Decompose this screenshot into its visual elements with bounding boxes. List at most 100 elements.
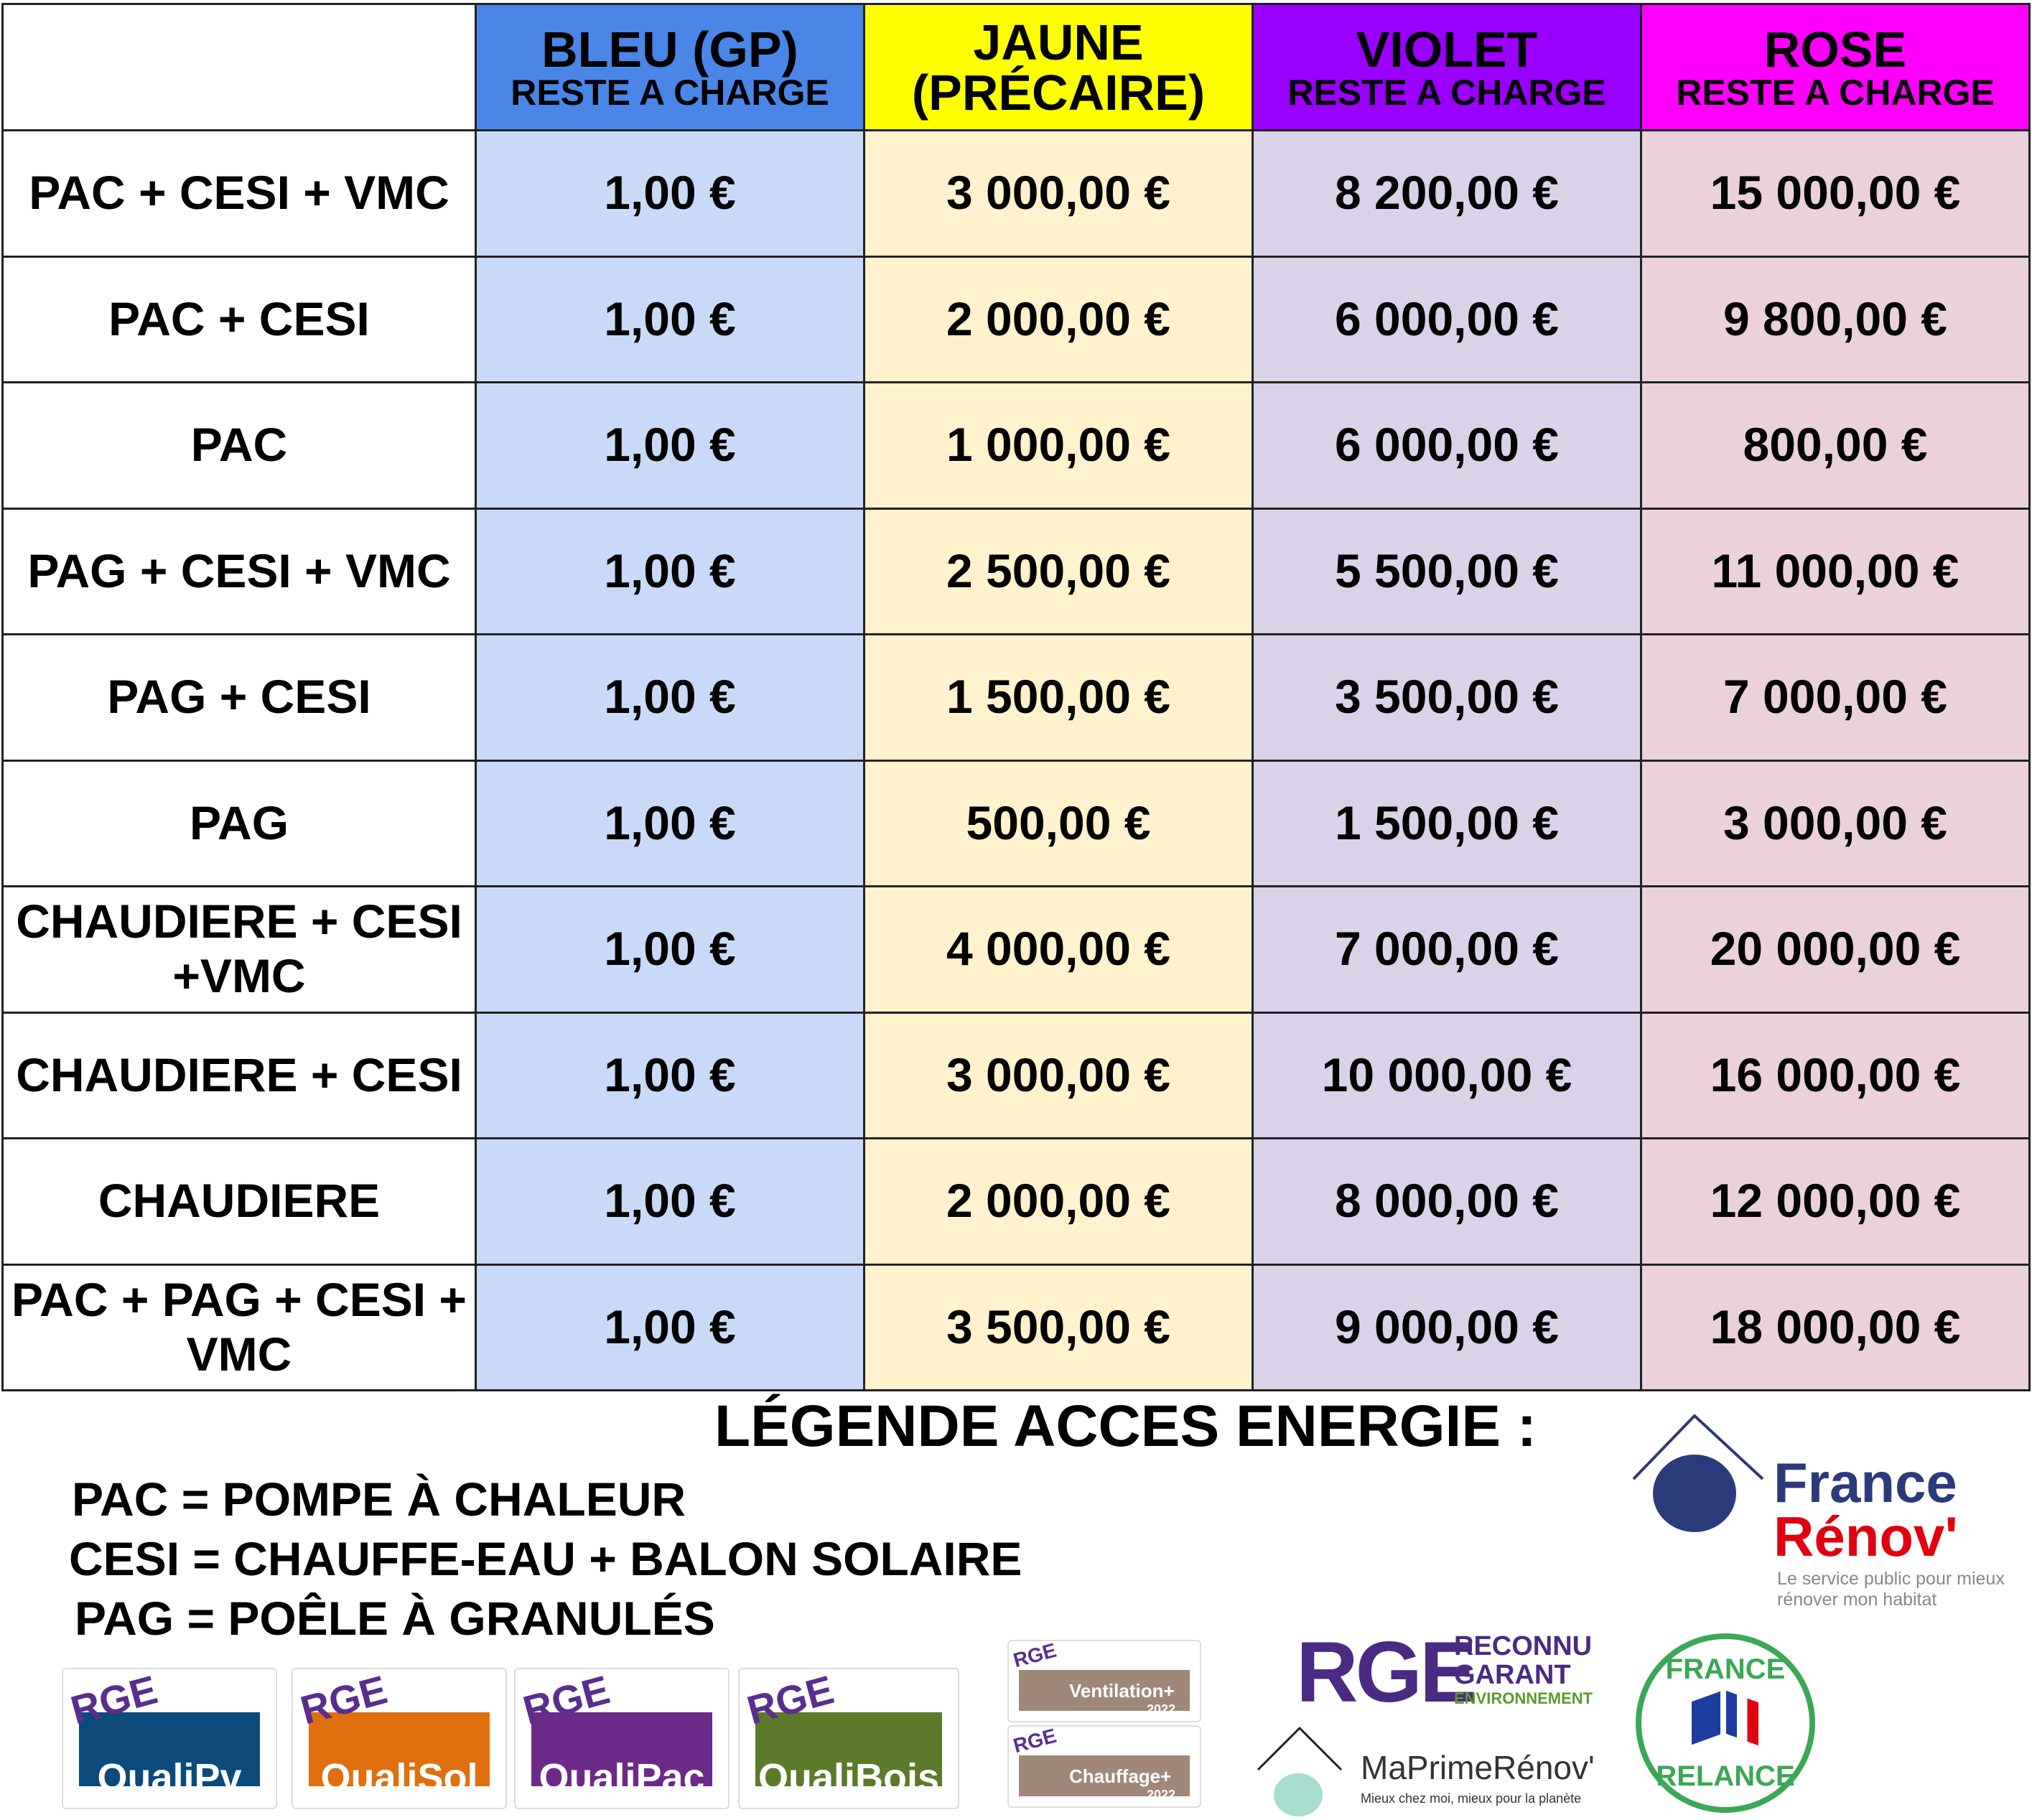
legend-pac: PAC = POMPE À CHALEUR	[72, 1473, 686, 1526]
price-cell: 800,00 €	[1640, 381, 2031, 510]
quali-badge: QualiBois 2022	[755, 1712, 942, 1808]
header-subtitle: RESTE A CHARGE	[1676, 72, 1995, 113]
rge-garant-logo: RGE RECONNU GARANT ENVIRONNEMENT	[1296, 1624, 1598, 1720]
legend-pag: PAG = POÊLE À GRANULÉS	[75, 1592, 715, 1645]
price-cell: 7 000,00 €	[1252, 885, 1642, 1014]
quali-name: QualiPv	[97, 1756, 242, 1799]
table-row: CHAUDIERE + CESI 1,00 €3 000,00 €10 000,0…	[1, 1011, 2031, 1139]
price-cell: 3 000,00 €	[1640, 759, 2031, 887]
price-cell: 2 000,00 €	[863, 1137, 1254, 1266]
price-cell: 15 000,00 €	[1640, 129, 2031, 258]
price-table: BLEU (GP) RESTE A CHARGE JAUNE (PRÉCAIRE) …	[1, 3, 2031, 1391]
quali-year: 2022	[531, 1807, 712, 1808]
price-cell: 11 000,00 €	[1640, 507, 2031, 635]
legend-title: LÉGENDE ACCES ENERGIE :	[714, 1394, 1537, 1459]
header-empty	[1, 3, 477, 131]
row-label: CHAUDIERE	[1, 1137, 477, 1266]
table-row: PAC + PAG + CESI + VMC 1,00 €3 500,00 €9 …	[1, 1263, 2031, 1391]
price-cell: 1,00 €	[475, 507, 865, 635]
quali-name: QualiPac	[539, 1756, 705, 1799]
quali-badge: QualiPac 2022	[531, 1712, 712, 1808]
header-bleu: BLEU (GP) RESTE A CHARGE	[475, 3, 865, 131]
quali-year: 2022	[755, 1807, 942, 1808]
france-renov-line2: Rénov'	[1774, 1505, 1958, 1568]
france-flag-icon	[1726, 1690, 1758, 1746]
header-row: BLEU (GP) RESTE A CHARGE JAUNE (PRÉCAIRE) …	[1, 3, 2031, 131]
price-cell: 10 000,00 €	[1252, 1011, 1642, 1139]
header-jaune: JAUNE (PRÉCAIRE)	[863, 3, 1254, 131]
row-label: PAC + CESI	[1, 255, 477, 383]
price-cell: 1,00 €	[475, 1137, 865, 1266]
table-row: PAC + CESI + VMC 1,00 €3 000,00 €8 200,00…	[1, 129, 2031, 258]
price-cell: 9 800,00 €	[1640, 255, 2031, 383]
table-row: PAC + CESI 1,00 €2 000,00 €6 000,00 €9 80…	[1, 255, 2031, 383]
france-relance-logo: FRANCE RELANCE	[1636, 1633, 1815, 1813]
price-cell: 1 000,00 €	[863, 381, 1254, 510]
house-icon	[1632, 1414, 1764, 1532]
price-cell: 6 000,00 €	[1252, 255, 1642, 383]
france-renov-logo: France Rénov' Le service public pour mie…	[1630, 1414, 2032, 1615]
maprimerenov-name: MaPrimeRénov'	[1361, 1749, 1595, 1786]
quali-logo: RGE QualiPac2022	[514, 1668, 730, 1809]
price-cell: 20 000,00 €	[1640, 885, 2031, 1014]
price-cell: 3 500,00 €	[863, 1263, 1254, 1391]
price-cell: 16 000,00 €	[1640, 1011, 2031, 1139]
small-rge-logo: RGE Chauffage+ 2022	[1007, 1725, 1201, 1808]
legend-cesi: CESI = CHAUFFE-EAU + BALON SOLAIRE	[69, 1532, 1022, 1585]
price-cell: 500,00 €	[863, 759, 1254, 887]
small-logo-name: Chauffage+	[1069, 1765, 1172, 1787]
rge-label: RGE	[1010, 1724, 1059, 1758]
row-label: PAG + CESI + VMC	[1, 507, 477, 635]
header-title: JAUNE	[973, 14, 1144, 70]
price-cell: 6 000,00 €	[1252, 381, 1642, 510]
price-cell: 18 000,00 €	[1640, 1263, 2031, 1391]
eu-flag-icon	[1692, 1691, 1720, 1745]
quali-year: 2022	[79, 1807, 260, 1808]
quali-name: QualiBois	[758, 1756, 940, 1799]
price-cell: 1,00 €	[475, 759, 865, 887]
quali-badge: QualiSol 2022	[309, 1712, 490, 1808]
table-row: PAG 1,00 €500,00 €1 500,00 €3 000,00 €	[1, 759, 2031, 887]
price-cell: 2 500,00 €	[863, 507, 1254, 635]
header-title: VIOLET	[1356, 21, 1538, 78]
quali-logo: RGE QualiBois2022	[738, 1668, 959, 1809]
row-label: PAG	[1, 759, 477, 887]
price-cell: 3 000,00 €	[863, 129, 1254, 258]
france-renov-line1: France	[1774, 1451, 1957, 1514]
header-rose: ROSE RESTE A CHARGE	[1640, 3, 2031, 131]
price-cell: 1,00 €	[475, 129, 865, 258]
price-cell: 12 000,00 €	[1640, 1137, 2031, 1266]
row-label: PAC + CESI + VMC	[1, 129, 477, 258]
price-cell: 3 500,00 €	[1252, 633, 1642, 762]
table-row: PAG + CESI + VMC 1,00 €2 500,00 €5 500,00…	[1, 507, 2031, 635]
small-logo-year: 2022	[1146, 1702, 1175, 1717]
small-rge-logo: RGE Ventilation+ 2022	[1007, 1639, 1201, 1722]
row-label: CHAUDIERE + CESI +VMC	[1, 885, 477, 1014]
quali-year: 2022	[309, 1807, 490, 1808]
price-cell: 1,00 €	[475, 1263, 865, 1391]
small-logo-name: Ventilation+	[1069, 1680, 1175, 1702]
quali-name: QualiSol	[320, 1756, 478, 1799]
relance-bottom-text: RELANCE	[1656, 1760, 1795, 1792]
price-cell: 1,00 €	[475, 633, 865, 762]
header-subtitle: RESTE A CHARGE	[1287, 72, 1606, 113]
price-cell: 1,00 €	[475, 885, 865, 1014]
house-icon	[1257, 1727, 1343, 1816]
quali-logo: RGE QualiPv2022	[62, 1668, 277, 1809]
rge-text: RGE	[1296, 1624, 1477, 1720]
quali-badge: QualiPv 2022	[79, 1712, 260, 1808]
maprimerenov-logo: MaPrimeRénov' Mieux chez moi, mieux pour…	[1257, 1727, 1601, 1816]
price-cell: 1,00 €	[475, 381, 865, 510]
table-row: CHAUDIERE 1,00 €2 000,00 €8 000,00 €12 00…	[1, 1137, 2031, 1266]
france-renov-tagline: Le service public pour mieux rénover mon…	[1777, 1569, 2005, 1610]
price-cell: 7 000,00 €	[1640, 633, 2031, 762]
table-row: PAC 1,00 €1 000,00 €6 000,00 €800,00 €	[1, 381, 2031, 510]
price-cell: 1,00 €	[475, 255, 865, 383]
relance-top-text: FRANCE	[1665, 1653, 1786, 1685]
price-cell: 8 200,00 €	[1252, 129, 1642, 258]
rge-line2: GARANT	[1454, 1659, 1571, 1690]
header-title: ROSE	[1763, 21, 1907, 78]
small-badge: Chauffage+ 2022	[1019, 1755, 1190, 1802]
row-label: CHAUDIERE + CESI	[1, 1011, 477, 1139]
header-subtitle: (PRÉCAIRE)	[911, 64, 1206, 121]
